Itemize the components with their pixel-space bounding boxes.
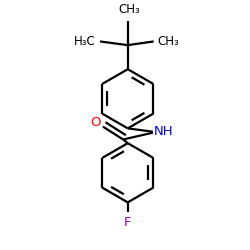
Text: CH₃: CH₃ [158, 35, 179, 48]
Text: H₃C: H₃C [74, 35, 96, 48]
Text: F: F [124, 216, 132, 229]
Text: O: O [90, 116, 101, 129]
Text: CH₃: CH₃ [119, 2, 141, 16]
Text: NH: NH [154, 125, 174, 138]
